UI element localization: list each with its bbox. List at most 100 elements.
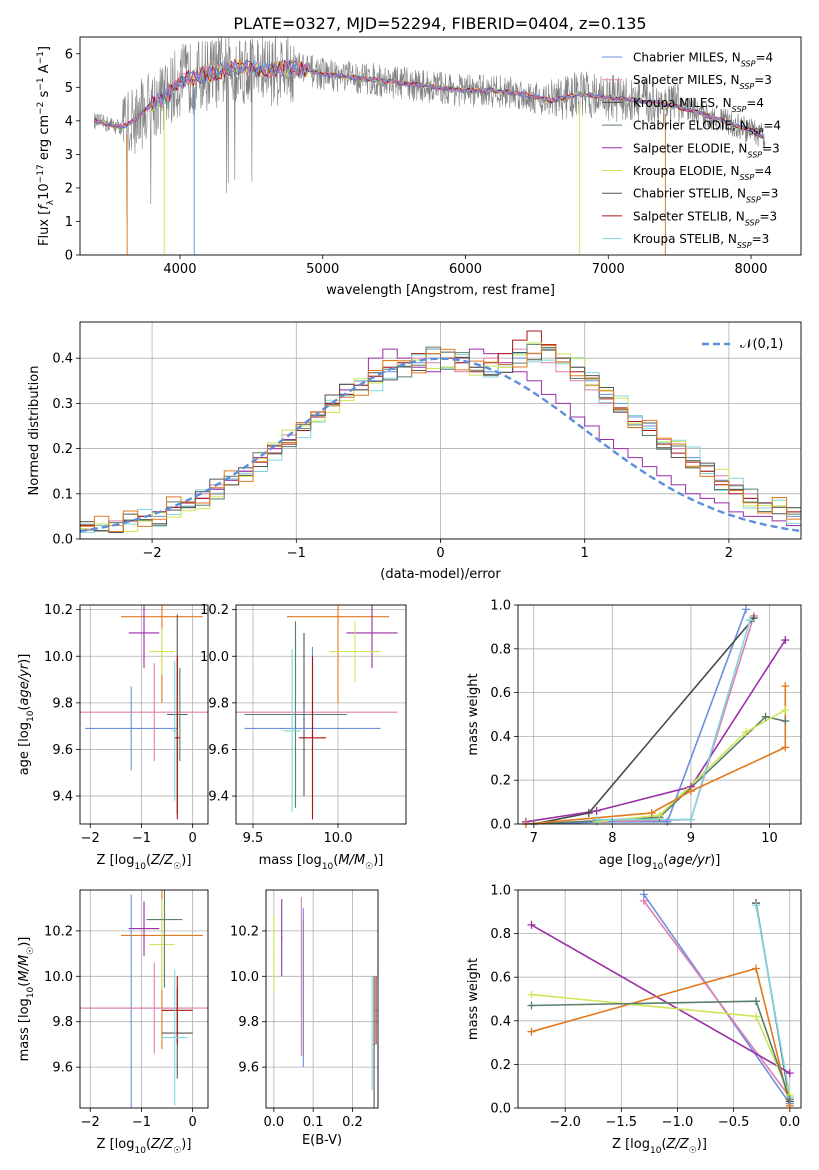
spectrum-legend-entry: Kroupa ELODIE, NSSP=4	[633, 164, 772, 182]
weight-vs-Z-xtick-label: −2.0	[549, 1115, 581, 1130]
legend-tail: =3	[752, 232, 770, 246]
spectrum-xlabel: wavelength [Angstrom, rest frame]	[326, 283, 555, 298]
weight-vs-Z-point-yellowgreen	[752, 1012, 761, 1021]
mass-vs-Z-xlabel-part: (	[146, 1137, 151, 1152]
weight-vs-Z-xlabel-part: ☉	[689, 1146, 697, 1156]
weight-vs-age-point-purple	[781, 636, 790, 645]
weight-vs-Z-ylabel: mass weight	[466, 958, 481, 1040]
histogram-series-orange	[80, 345, 801, 532]
mass-vs-Z-ylabel-part: (	[17, 982, 32, 987]
weight-vs-age-xlabel-part: 10	[652, 862, 664, 872]
weight-vs-age-point-purple	[592, 806, 601, 815]
residuals-xtick-label: 2	[725, 546, 733, 561]
weight-vs-Z-ytick-label: 0.4	[490, 1014, 511, 1029]
weight-vs-age-xtick-label: 7	[530, 831, 538, 846]
spectrum-ylabel-part: Flux [	[37, 210, 52, 246]
weight-vs-Z-frame	[517, 889, 802, 1109]
residuals-ytick-label: 0.1	[52, 487, 73, 502]
spectrum-ylabel-part: 10	[37, 183, 52, 200]
spectrum-ytick-label: 5	[65, 81, 73, 96]
histogram-series-darkgreen	[80, 343, 801, 531]
normal-legend-label: 𝒩(0,1)	[740, 337, 783, 352]
weight-vs-age-xlabel-part: age [log	[599, 853, 652, 868]
residuals-ytick-label: 0.0	[52, 533, 73, 548]
age-vs-mass-xlabel-part: mass [log	[259, 853, 322, 868]
weight-vs-Z-xtick-label: 0.0	[779, 1115, 800, 1130]
weight-vs-Z-xlabel-part: )]	[697, 1137, 707, 1152]
spectrum-ytick-label: 2	[65, 181, 73, 196]
mass-vs-Z-frame	[79, 889, 209, 1109]
mass-vs-Z-xlabel: Z [log10(Z/Z☉)]	[97, 1137, 192, 1156]
observed-spectrum-line	[94, 37, 766, 218]
weight-vs-Z-point-purple	[527, 920, 536, 929]
spectrum-ytick-label: 6	[65, 47, 73, 62]
residuals-ytick-label: 0.2	[52, 442, 73, 457]
age-vs-mass-panel: 9.5 10.0 9.4 9.6 9.8 10.0 10.2 mass [log10(M/M☉…	[200, 603, 407, 872]
weight-vs-age-point-blue	[741, 605, 750, 614]
figure-title: PLATE=0327, MJD=52294, FIBERID=0404, z=0…	[233, 14, 646, 33]
residuals-panel: −2 −1 0 1 2 0.0 0.1 0.2 0.3 0.4 𝒩(0,1) (data-model)…	[27, 321, 802, 582]
weight-vs-age-point-yellowgreen	[781, 706, 790, 715]
mass-vs-Z-ylabel: mass [log10(M/M☉)]	[17, 937, 36, 1062]
mass-vs-Z-xtick-label: −2	[81, 1115, 100, 1130]
mass-vs-Z-xlabel-part: Z [log	[97, 1137, 135, 1152]
weight-vs-age-point-cyan	[592, 815, 601, 824]
age-vs-mass-ytick-label: 9.4	[208, 790, 229, 805]
spectrum-ylabel-part: erg cm	[37, 115, 52, 164]
legend-sub: SSP	[737, 241, 752, 250]
spectrum-plot-area	[93, 37, 766, 255]
legend-text: Salpeter STELIB, N	[633, 209, 745, 223]
legend-sub: SSP	[732, 104, 747, 113]
legend-sub: SSP	[740, 173, 755, 182]
weight-vs-Z-series-purple	[531, 924, 791, 1074]
weight-vs-Z-xlabel-part: (	[661, 1137, 666, 1152]
residuals-plot-area	[80, 322, 801, 539]
mass-vs-EBV-ytick-label: 9.8	[238, 1015, 259, 1030]
mass-vs-Z-ylabel-part: M/M	[17, 955, 32, 982]
mass-vs-Z-xlabel-part: ☉	[173, 1146, 181, 1156]
weight-vs-Z-point-orange	[527, 1027, 536, 1036]
normal-curve-line	[80, 357, 801, 533]
legend-tail: =4	[755, 51, 773, 65]
weight-vs-Z-series-pink	[643, 900, 791, 1098]
spectrum-xtick-label: 6000	[449, 262, 482, 277]
legend-text: Salpeter ELODIE, N	[633, 141, 747, 155]
weight-vs-age-point-cyan	[686, 815, 695, 824]
legend-sub: SSP	[749, 127, 764, 136]
weight-vs-age-point-orange	[781, 743, 790, 752]
age-vs-mass-plot-area	[236, 605, 406, 824]
age-vs-Z-xlabel-part: Z/Z	[150, 853, 174, 868]
age-vs-Z-ytick-label: 9.6	[52, 743, 73, 758]
weight-vs-age-ytick-label: 0.6	[490, 686, 511, 701]
weight-vs-age-xlabel-part: age/yr	[668, 853, 711, 868]
mass-vs-Z-xlabel-part: 10	[134, 1146, 146, 1156]
weight-vs-age-point-gray	[584, 809, 593, 818]
spectrum-xtick-label: 7000	[592, 262, 625, 277]
age-vs-mass-xlabel: mass [log10(M/M☉)]	[259, 853, 384, 872]
mass-vs-Z-ylabel-part: mass [log	[17, 998, 32, 1061]
weight-vs-Z-xlabel-part: 10	[650, 1146, 662, 1156]
mass-vs-Z-xlabel-part: Z/Z	[150, 1137, 174, 1152]
weight-vs-age-xlabel-part: (	[663, 853, 668, 868]
weight-vs-Z-point-pink	[639, 896, 648, 905]
mass-vs-Z-panel: −2 −1 09.69.810.010.2Z [log10(Z/Z☉)]mass […	[17, 889, 209, 1156]
age-vs-Z-xtick-label: 0	[188, 831, 196, 846]
model-spectrum-pink	[94, 59, 765, 139]
spectrum-legend-entry: Chabrier STELIB, NSSP=3	[633, 187, 778, 205]
legend-text: Chabrier MILES, N	[633, 51, 741, 65]
spectrum-panel: 4000 5000 6000 7000 8000 0 1 2 3 4 5 6 wavelength [A…	[36, 36, 802, 298]
age-vs-Z-xtick-label: −2	[81, 831, 100, 846]
weight-vs-Z-point-orange	[752, 964, 761, 973]
weight-vs-age-point-darkgreen	[761, 712, 770, 721]
weight-vs-Z-panel: −2.0 −1.5 −1.0 −0.5 0.0 0.0 0.2 0.4 0.6 0.8 1.0 mas…	[466, 884, 802, 1156]
weight-vs-Z-point-cyan	[752, 901, 761, 910]
weight-vs-age-series-yellowgreen	[596, 709, 786, 823]
weight-vs-Z-point-purple	[785, 1069, 794, 1078]
residuals-xtick-label: −2	[143, 546, 162, 561]
weight-vs-Z-plot-area	[518, 890, 801, 1108]
weight-vs-age-ytick-label: 0.8	[490, 642, 511, 657]
weight-vs-age-ytick-label: 0.0	[490, 818, 511, 833]
age-vs-Z-xlabel-part: ☉	[173, 862, 181, 872]
age-vs-Z-ytick-label: 10.0	[44, 650, 73, 665]
